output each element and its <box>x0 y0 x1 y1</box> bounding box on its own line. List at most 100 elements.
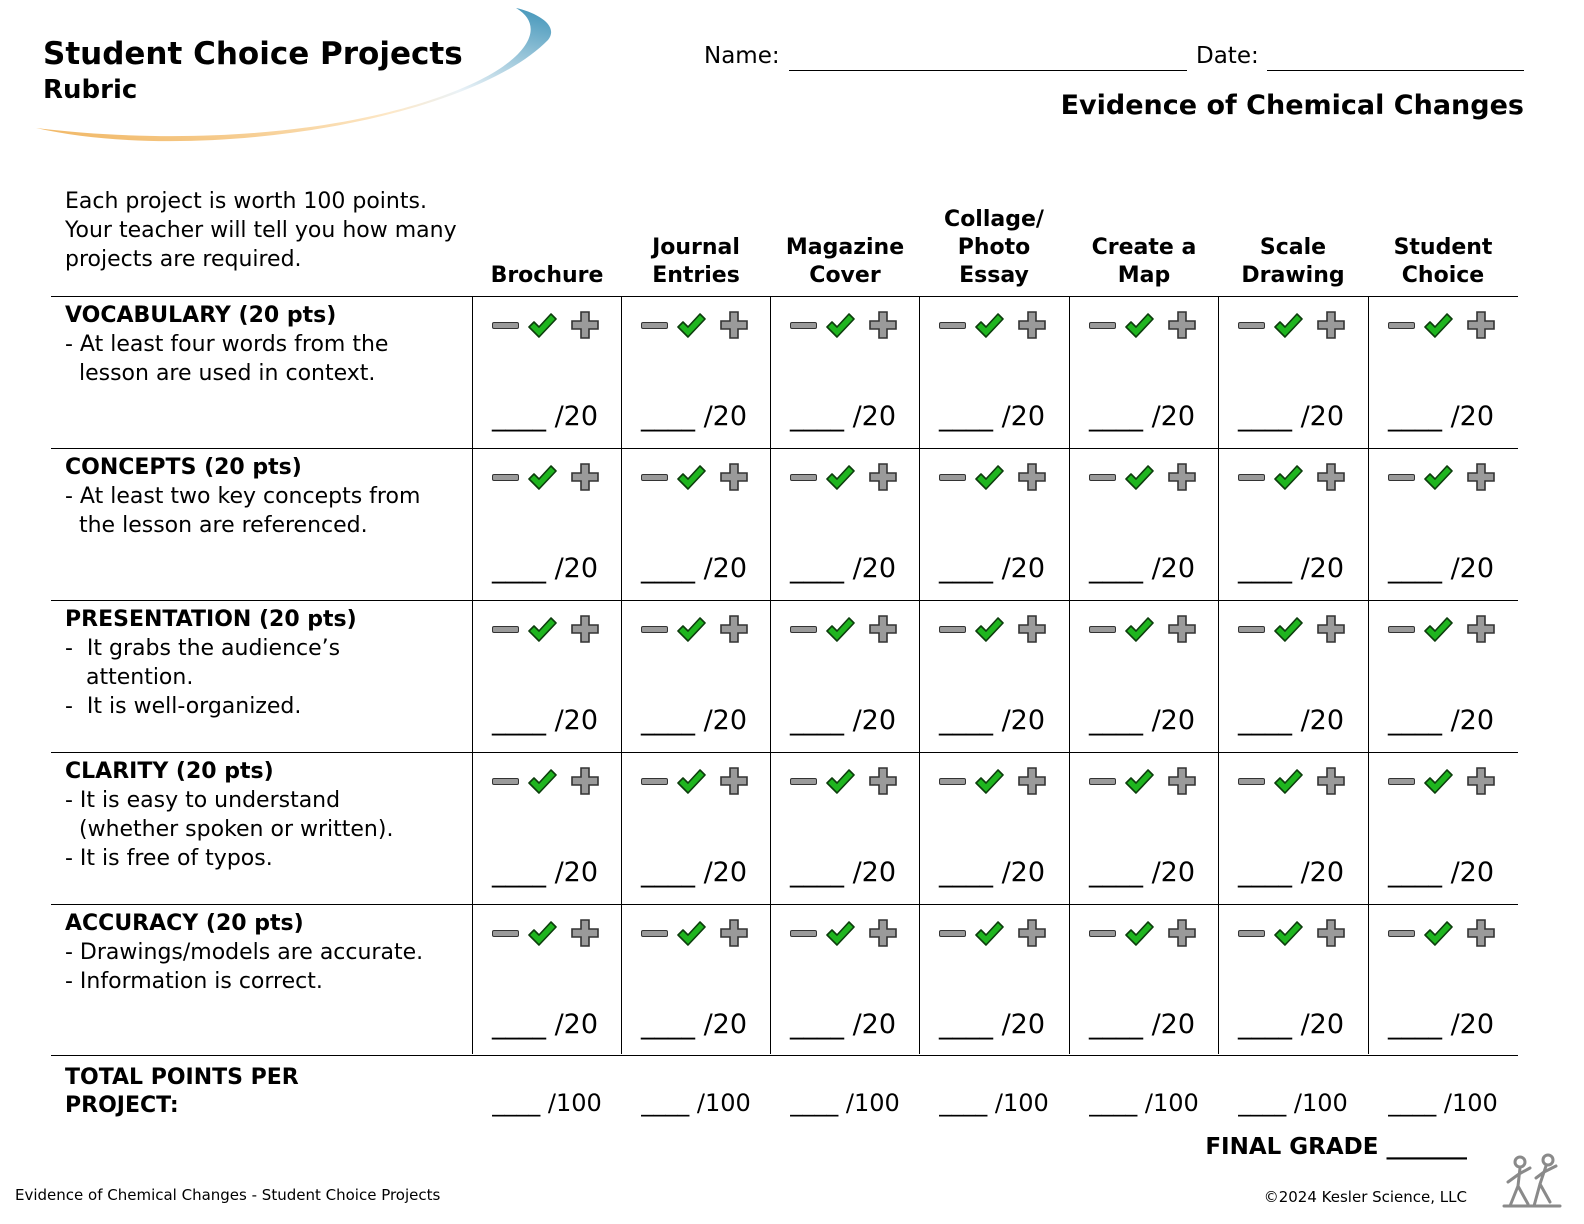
score-blank[interactable]: ____ /20 <box>492 1009 599 1040</box>
minus-icon[interactable] <box>1238 322 1265 329</box>
checkmark-icon[interactable] <box>1124 312 1154 340</box>
minus-icon[interactable] <box>790 322 817 329</box>
plus-icon[interactable] <box>570 918 600 948</box>
plus-icon[interactable] <box>570 462 600 492</box>
checkmark-icon[interactable] <box>527 464 557 492</box>
checkmark-icon[interactable] <box>676 768 706 796</box>
checkmark-icon[interactable] <box>1423 768 1453 796</box>
score-blank[interactable]: ____ /20 <box>492 401 599 432</box>
score-blank[interactable]: ____ /20 <box>939 553 1046 584</box>
minus-icon[interactable] <box>492 930 519 937</box>
plus-icon[interactable] <box>1167 462 1197 492</box>
checkmark-icon[interactable] <box>527 616 557 644</box>
total-score-blank[interactable]: ____ /100 <box>492 1089 602 1117</box>
minus-icon[interactable] <box>939 778 966 785</box>
checkmark-icon[interactable] <box>1423 920 1453 948</box>
plus-icon[interactable] <box>1466 310 1496 340</box>
plus-icon[interactable] <box>1466 614 1496 644</box>
score-blank[interactable]: ____ /20 <box>492 705 599 736</box>
plus-icon[interactable] <box>1316 462 1346 492</box>
plus-icon[interactable] <box>570 614 600 644</box>
score-blank[interactable]: ____ /20 <box>1238 857 1345 888</box>
minus-icon[interactable] <box>641 778 668 785</box>
score-blank[interactable]: ____ /20 <box>1388 401 1495 432</box>
minus-icon[interactable] <box>492 778 519 785</box>
minus-icon[interactable] <box>939 474 966 481</box>
checkmark-icon[interactable] <box>1273 920 1303 948</box>
checkmark-icon[interactable] <box>527 920 557 948</box>
minus-icon[interactable] <box>1089 322 1116 329</box>
minus-icon[interactable] <box>492 322 519 329</box>
checkmark-icon[interactable] <box>1423 464 1453 492</box>
plus-icon[interactable] <box>1017 614 1047 644</box>
checkmark-icon[interactable] <box>527 312 557 340</box>
checkmark-icon[interactable] <box>974 464 1004 492</box>
plus-icon[interactable] <box>1316 766 1346 796</box>
checkmark-icon[interactable] <box>974 920 1004 948</box>
checkmark-icon[interactable] <box>825 312 855 340</box>
name-field[interactable] <box>789 70 1187 71</box>
score-blank[interactable]: ____ /20 <box>1238 1009 1345 1040</box>
total-score-blank[interactable]: ____ /100 <box>1089 1089 1199 1117</box>
plus-icon[interactable] <box>1316 614 1346 644</box>
checkmark-icon[interactable] <box>974 616 1004 644</box>
minus-icon[interactable] <box>1238 626 1265 633</box>
score-blank[interactable]: ____ /20 <box>641 1009 748 1040</box>
score-blank[interactable]: ____ /20 <box>1089 401 1196 432</box>
minus-icon[interactable] <box>939 930 966 937</box>
checkmark-icon[interactable] <box>1273 768 1303 796</box>
plus-icon[interactable] <box>1466 766 1496 796</box>
score-blank[interactable]: ____ /20 <box>1388 1009 1495 1040</box>
score-blank[interactable]: ____ /20 <box>790 1009 897 1040</box>
score-blank[interactable]: ____ /20 <box>492 553 599 584</box>
score-blank[interactable]: ____ /20 <box>641 857 748 888</box>
score-blank[interactable]: ____ /20 <box>1388 705 1495 736</box>
total-score-blank[interactable]: ____ /100 <box>1388 1089 1498 1117</box>
score-blank[interactable]: ____ /20 <box>641 705 748 736</box>
checkmark-icon[interactable] <box>676 920 706 948</box>
plus-icon[interactable] <box>1017 310 1047 340</box>
plus-icon[interactable] <box>868 310 898 340</box>
checkmark-icon[interactable] <box>825 768 855 796</box>
score-blank[interactable]: ____ /20 <box>1238 401 1345 432</box>
minus-icon[interactable] <box>790 930 817 937</box>
plus-icon[interactable] <box>868 614 898 644</box>
plus-icon[interactable] <box>719 918 749 948</box>
plus-icon[interactable] <box>1017 766 1047 796</box>
total-score-blank[interactable]: ____ /100 <box>939 1089 1049 1117</box>
minus-icon[interactable] <box>641 322 668 329</box>
minus-icon[interactable] <box>1238 778 1265 785</box>
minus-icon[interactable] <box>1238 474 1265 481</box>
checkmark-icon[interactable] <box>676 616 706 644</box>
minus-icon[interactable] <box>1388 474 1415 481</box>
minus-icon[interactable] <box>790 626 817 633</box>
score-blank[interactable]: ____ /20 <box>1238 705 1345 736</box>
checkmark-icon[interactable] <box>676 464 706 492</box>
plus-icon[interactable] <box>1167 918 1197 948</box>
checkmark-icon[interactable] <box>974 312 1004 340</box>
score-blank[interactable]: ____ /20 <box>939 1009 1046 1040</box>
score-blank[interactable]: ____ /20 <box>790 401 897 432</box>
checkmark-icon[interactable] <box>825 616 855 644</box>
minus-icon[interactable] <box>641 626 668 633</box>
minus-icon[interactable] <box>790 778 817 785</box>
minus-icon[interactable] <box>939 322 966 329</box>
checkmark-icon[interactable] <box>1423 616 1453 644</box>
minus-icon[interactable] <box>1089 626 1116 633</box>
checkmark-icon[interactable] <box>1273 616 1303 644</box>
minus-icon[interactable] <box>1089 474 1116 481</box>
checkmark-icon[interactable] <box>1124 616 1154 644</box>
score-blank[interactable]: ____ /20 <box>1089 857 1196 888</box>
checkmark-icon[interactable] <box>825 920 855 948</box>
score-blank[interactable]: ____ /20 <box>1388 553 1495 584</box>
minus-icon[interactable] <box>1388 626 1415 633</box>
checkmark-icon[interactable] <box>676 312 706 340</box>
checkmark-icon[interactable] <box>1423 312 1453 340</box>
checkmark-icon[interactable] <box>1124 920 1154 948</box>
score-blank[interactable]: ____ /20 <box>939 401 1046 432</box>
plus-icon[interactable] <box>868 766 898 796</box>
score-blank[interactable]: ____ /20 <box>492 857 599 888</box>
plus-icon[interactable] <box>570 310 600 340</box>
minus-icon[interactable] <box>939 626 966 633</box>
checkmark-icon[interactable] <box>1273 312 1303 340</box>
